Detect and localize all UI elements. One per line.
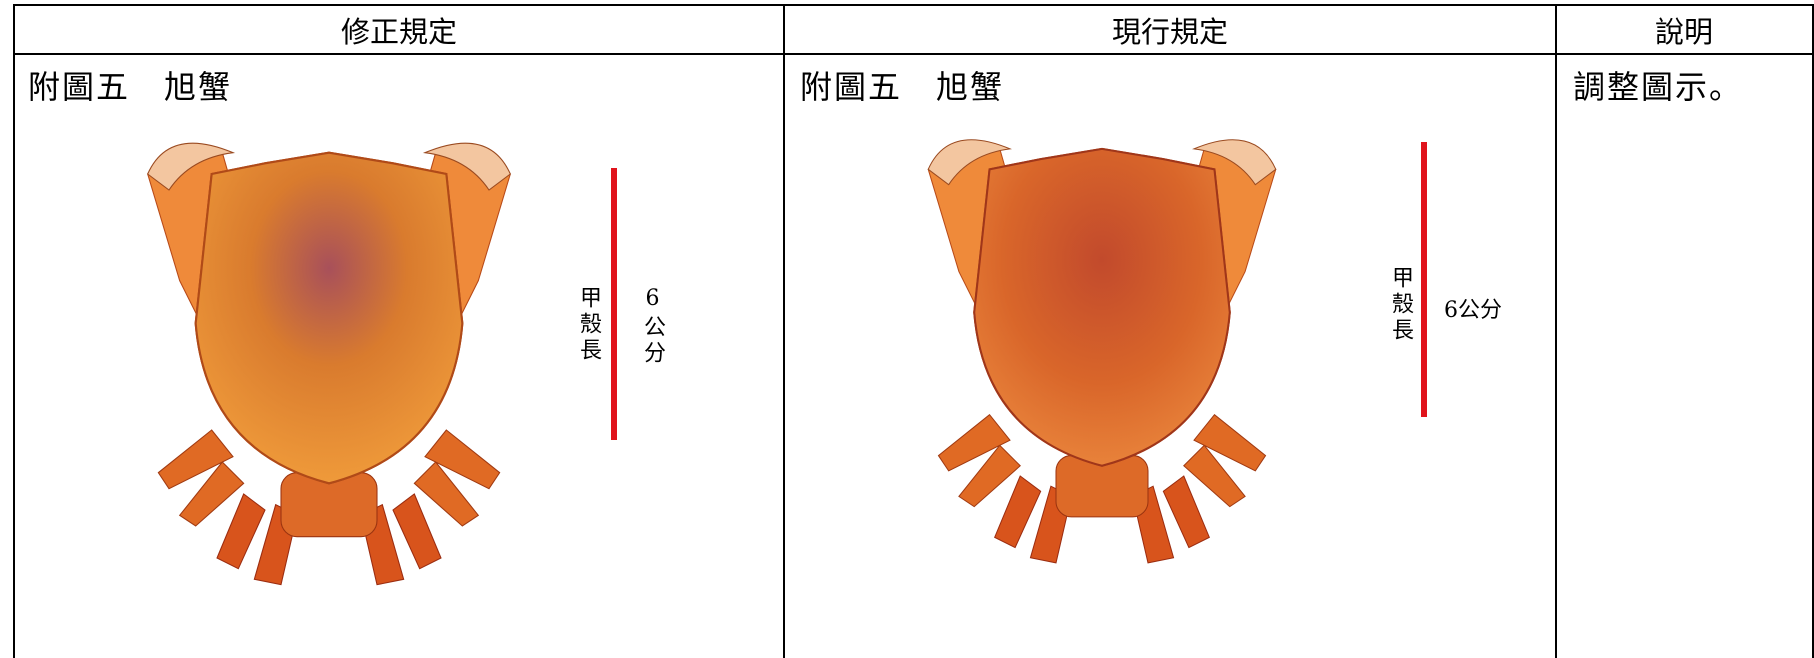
column-header: 現行規定 — [1111, 14, 1228, 49]
column-header: 說明 — [1654, 14, 1713, 49]
table-border — [13, 4, 15, 658]
scale-bar — [611, 168, 617, 440]
table-border — [783, 4, 785, 658]
scale-size: 6公分 — [640, 286, 665, 367]
crab-image — [146, 142, 512, 586]
scale-bar — [1421, 142, 1427, 417]
column-header: 修正規定 — [340, 14, 457, 49]
figure-caption: 附圖五 旭蟹 — [28, 68, 233, 106]
crab-image — [927, 138, 1277, 564]
scale-label: 甲殼長 — [576, 286, 601, 364]
figure-caption: 附圖五 旭蟹 — [800, 68, 1005, 106]
table-border — [14, 53, 1814, 55]
table-border — [1812, 4, 1814, 658]
scale-label: 甲殼長 — [1388, 266, 1413, 344]
scale-size: 6公分 — [1444, 298, 1502, 323]
description: 調整圖示。 — [1573, 68, 1744, 106]
table-border — [14, 4, 1814, 6]
table-border — [1555, 4, 1557, 658]
